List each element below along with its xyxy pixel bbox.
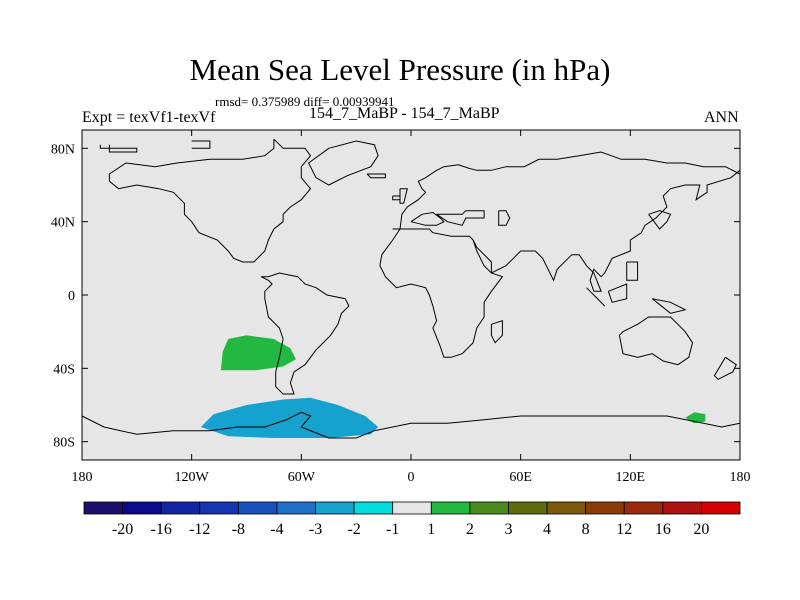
colorbar-swatch (662, 501, 702, 515)
coastline-segment (191, 140, 211, 149)
colorbar-swatch (701, 501, 741, 515)
coastline-segment (618, 316, 694, 366)
coastline-segment (99, 144, 138, 153)
coastline-segment (586, 287, 606, 307)
colorbar-label: 16 (655, 521, 671, 538)
colorbar: -20 -16 -12 -8 -4 -3 -2 -1 1 2 3 4 8 12 16 20 (83, 501, 741, 538)
colorbar-swatch (508, 501, 548, 515)
colorbar-swatch (237, 501, 278, 515)
colorbar-label: -20 (112, 521, 133, 538)
x-tick-label: 60W (288, 470, 316, 485)
y-tick-label: 40N (51, 216, 75, 231)
y-tick-label: 80N (51, 142, 75, 157)
colorbar-label: 4 (543, 521, 551, 538)
chart-title: Mean Sea Level Pressure (in hPa) (189, 52, 611, 87)
y-axis-ticks: 80N 40N 0 40S 80S (51, 142, 740, 451)
colorbar-label: -1 (386, 521, 399, 538)
colorbar-label: -2 (347, 521, 360, 538)
colorbar-label: -12 (189, 521, 210, 538)
colorbar-swatch (83, 501, 123, 515)
y-tick-label: 40S (53, 362, 75, 377)
coastline-segment (108, 138, 312, 263)
coastline-segment (392, 151, 741, 230)
map-background (82, 130, 740, 460)
coastline-segment (498, 210, 511, 226)
case-label: 154_7_MaBP - 154_7_MaBP (309, 105, 500, 122)
colorbar-label: 2 (466, 521, 474, 538)
stats-label: rmsd= 0.375989 diff= 0.00939941 (215, 94, 395, 109)
coastline-segment (307, 140, 379, 186)
colorbar-swatch (585, 501, 625, 515)
coastline-segment (392, 228, 474, 241)
coastline-segment (392, 195, 401, 201)
coastline-segment (379, 228, 504, 358)
x-tick-label: 120E (616, 470, 646, 485)
x-tick-label: 180 (72, 470, 93, 485)
coastline-segment (81, 411, 741, 439)
colorbar-swatch (199, 501, 239, 515)
colorbar-swatch (392, 501, 432, 515)
colorbar-label: -4 (270, 521, 283, 538)
colorbar-label: -8 (232, 521, 245, 538)
coastline-segment (490, 320, 503, 344)
colorbar-swatch (546, 501, 587, 515)
colorbar-swatch (430, 501, 471, 515)
season-label: ANN (704, 109, 739, 126)
colorbar-label: 12 (616, 521, 632, 538)
colorbar-swatch (623, 501, 664, 515)
coastline-segment (648, 210, 672, 230)
colorbar-label: 20 (693, 521, 709, 538)
coastline-segment (472, 169, 741, 292)
colorbar-swatch (160, 501, 201, 515)
plot-background-layer (82, 130, 740, 460)
colorbar-label: -3 (309, 521, 322, 538)
colorbar-label: 1 (427, 521, 435, 538)
colorbar-label: 3 (504, 521, 512, 538)
colorbar-swatch (122, 501, 162, 515)
y-tick-label: 0 (68, 289, 75, 304)
y-tick-label: 80S (53, 436, 75, 451)
coastline-segment (366, 173, 386, 179)
colorbar-label: 8 (582, 521, 590, 538)
colorbar-swatch (315, 501, 355, 515)
experiment-label: Expt = texVf1-texVf (82, 109, 216, 126)
x-tick-label: 60E (509, 470, 532, 485)
colorbar-swatch (469, 501, 509, 515)
coastline-segment (410, 211, 445, 226)
x-tick-label: 120W (175, 470, 210, 485)
colorbar-label: -16 (151, 521, 172, 538)
coastline-segment (607, 283, 628, 303)
region-south-pacific-positive (220, 335, 296, 371)
coastlines-layer (81, 138, 741, 439)
coastline-segment (626, 261, 639, 281)
x-tick-label: 0 (408, 470, 415, 485)
x-tick-label: 180 (730, 470, 751, 485)
coastline-segment (260, 272, 350, 395)
coastline-segment (436, 210, 485, 226)
x-axis-ticks: 180 120W 60W 0 60E 120E 180 (72, 130, 751, 485)
coastline-segment (713, 356, 737, 380)
colorbar-swatch (353, 501, 394, 515)
coastline-segment (651, 298, 687, 314)
colorbar-swatch (276, 501, 316, 515)
